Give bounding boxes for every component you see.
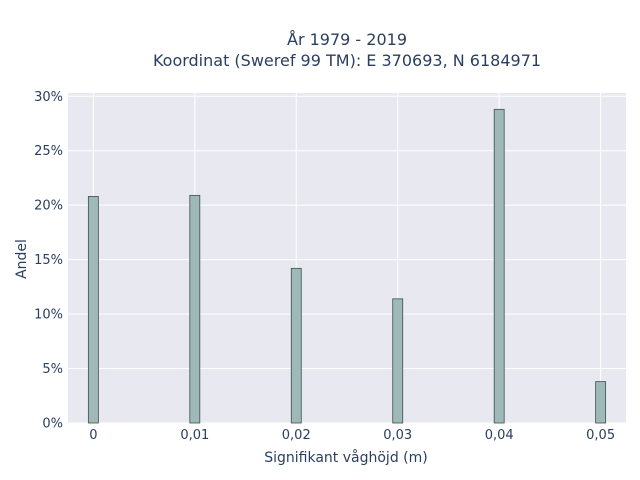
bars <box>87 108 607 424</box>
y-tick-label: 15% <box>34 253 63 268</box>
bar <box>189 194 201 424</box>
x-axis-title: Signifikant våghöjd (m) <box>264 449 427 466</box>
y-tick-label: 10% <box>34 308 63 323</box>
chart-title-line2: Koordinat (Sweref 99 TM): E 370693, N 61… <box>153 51 541 70</box>
x-tick-label: 0,03 <box>383 428 412 443</box>
bar <box>392 298 404 424</box>
x-tick-label: 0,02 <box>282 428 311 443</box>
x-axis-ticks: 0 0,01 0,02 0,03 0,04 0,05 <box>89 428 615 443</box>
x-tick-label: 0,05 <box>586 428 615 443</box>
chart-title-line1: År 1979 - 2019 <box>287 30 407 49</box>
x-tick-label: 0 <box>89 428 97 443</box>
y-axis-title: Andel <box>14 239 30 279</box>
bar <box>87 196 99 424</box>
y-axis-ticks: 0% 5% 10% 15% 20% 25% 30% <box>34 90 63 432</box>
y-tick-label: 0% <box>42 417 63 432</box>
y-tick-label: 20% <box>34 199 63 214</box>
y-tick-label: 30% <box>34 90 63 105</box>
plot-area <box>68 93 626 423</box>
y-tick-label: 5% <box>42 362 63 377</box>
bar <box>290 267 302 424</box>
x-tick-label: 0,04 <box>485 428 514 443</box>
bar <box>595 381 607 424</box>
y-tick-label: 25% <box>34 144 63 159</box>
x-tick-label: 0,01 <box>180 428 209 443</box>
bar <box>493 108 505 424</box>
